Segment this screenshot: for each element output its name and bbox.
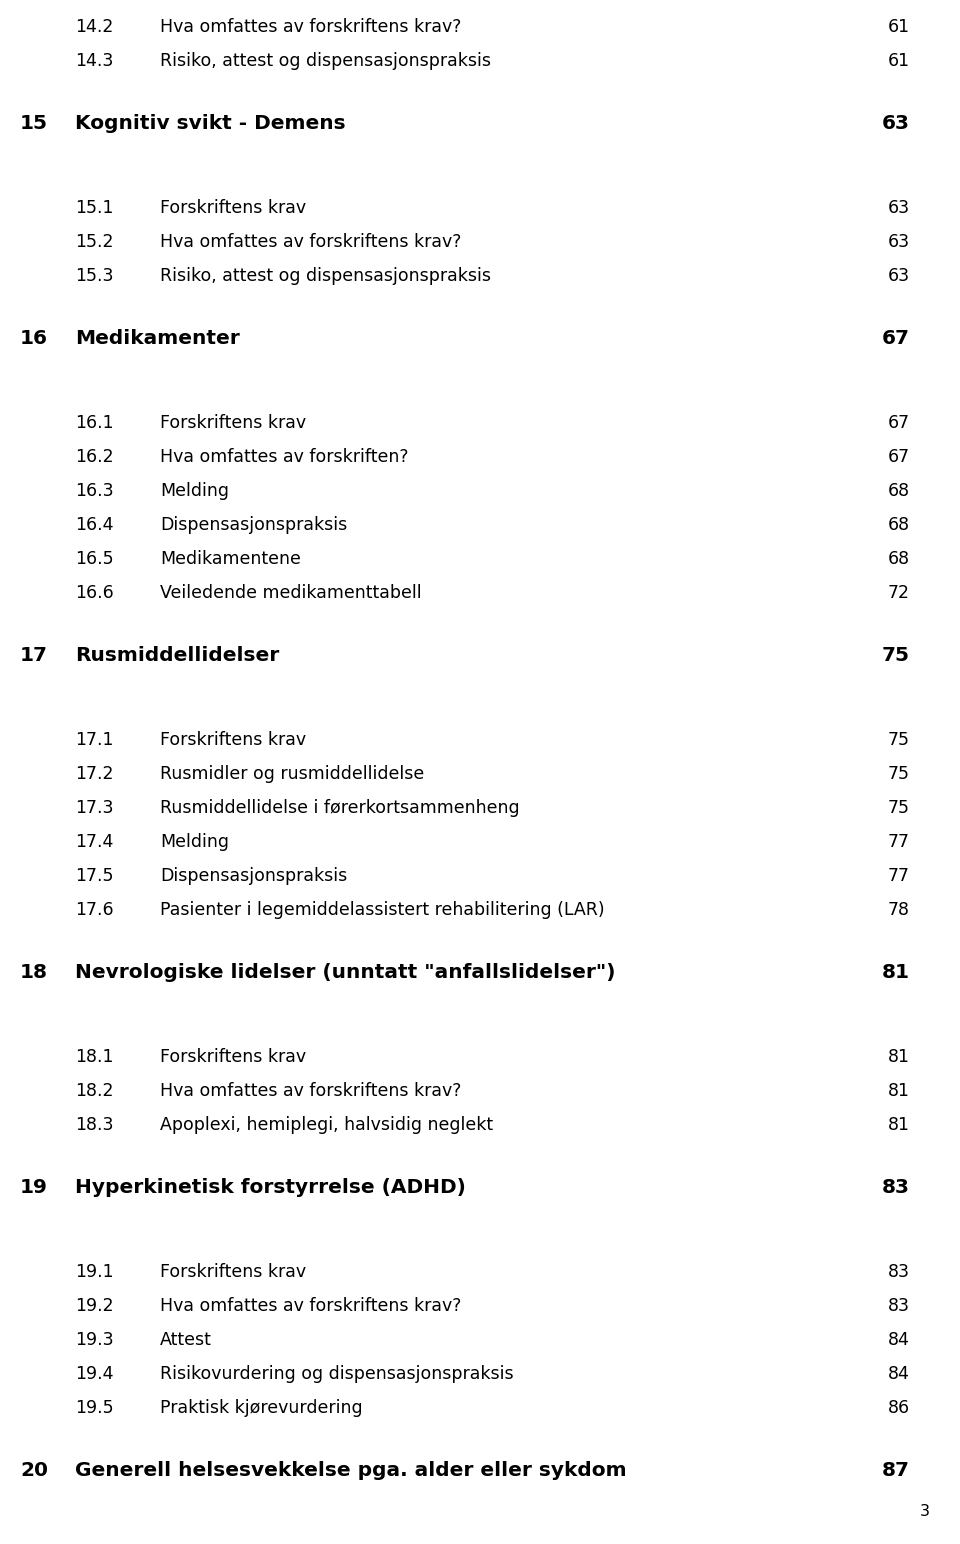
Text: Forskriftens krav: Forskriftens krav	[160, 1048, 306, 1065]
Text: 18.1: 18.1	[75, 1048, 113, 1065]
Text: 17.5: 17.5	[75, 868, 113, 885]
Text: 68: 68	[888, 516, 910, 534]
Text: 68: 68	[888, 550, 910, 568]
Text: 83: 83	[888, 1297, 910, 1315]
Text: 17.2: 17.2	[75, 764, 113, 783]
Text: Attest: Attest	[160, 1331, 212, 1349]
Text: Praktisk kjørevurdering: Praktisk kjørevurdering	[160, 1399, 363, 1417]
Text: 20: 20	[20, 1461, 48, 1481]
Text: Forskriftens krav: Forskriftens krav	[160, 199, 306, 218]
Text: Kognitiv svikt - Demens: Kognitiv svikt - Demens	[75, 114, 346, 133]
Text: Risikovurdering og dispensasjonspraksis: Risikovurdering og dispensasjonspraksis	[160, 1365, 514, 1383]
Text: Hva omfattes av forskriftens krav?: Hva omfattes av forskriftens krav?	[160, 19, 462, 36]
Text: Hyperkinetisk forstyrrelse (ADHD): Hyperkinetisk forstyrrelse (ADHD)	[75, 1178, 466, 1197]
Text: Medikamentene: Medikamentene	[160, 550, 300, 568]
Text: Rusmiddellidelser: Rusmiddellidelser	[75, 645, 279, 665]
Text: Dispensasjonspraksis: Dispensasjonspraksis	[160, 516, 348, 534]
Text: 84: 84	[888, 1365, 910, 1383]
Text: 83: 83	[882, 1178, 910, 1197]
Text: 19.3: 19.3	[75, 1331, 113, 1349]
Text: Rusmidler og rusmiddellidelse: Rusmidler og rusmiddellidelse	[160, 764, 424, 783]
Text: Forskriftens krav: Forskriftens krav	[160, 414, 306, 432]
Text: 77: 77	[888, 868, 910, 885]
Text: 17: 17	[20, 645, 48, 665]
Text: 81: 81	[888, 1048, 910, 1065]
Text: 67: 67	[888, 448, 910, 466]
Text: 14.3: 14.3	[75, 52, 113, 69]
Text: 84: 84	[888, 1331, 910, 1349]
Text: 75: 75	[888, 764, 910, 783]
Text: Medikamenter: Medikamenter	[75, 329, 240, 347]
Text: Forskriftens krav: Forskriftens krav	[160, 730, 306, 749]
Text: Nevrologiske lidelser (unntatt "anfallslidelser"): Nevrologiske lidelser (unntatt "anfallsl…	[75, 963, 615, 982]
Text: 16.5: 16.5	[75, 550, 113, 568]
Text: 72: 72	[888, 584, 910, 602]
Text: Dispensasjonspraksis: Dispensasjonspraksis	[160, 868, 348, 885]
Text: 61: 61	[888, 52, 910, 69]
Text: 15.1: 15.1	[75, 199, 113, 218]
Text: 61: 61	[888, 19, 910, 36]
Text: Apoplexi, hemiplegi, halvsidig neglekt: Apoplexi, hemiplegi, halvsidig neglekt	[160, 1116, 493, 1133]
Text: Rusmiddellidelse i førerkortsammenheng: Rusmiddellidelse i førerkortsammenheng	[160, 798, 519, 817]
Text: 17.1: 17.1	[75, 730, 113, 749]
Text: 19: 19	[20, 1178, 48, 1197]
Text: 68: 68	[888, 482, 910, 500]
Text: Generell helsesvekkelse pga. alder eller sykdom: Generell helsesvekkelse pga. alder eller…	[75, 1461, 627, 1481]
Text: 75: 75	[882, 645, 910, 665]
Text: 17.6: 17.6	[75, 902, 113, 919]
Text: 15.3: 15.3	[75, 267, 113, 286]
Text: Melding: Melding	[160, 482, 229, 500]
Text: 75: 75	[888, 798, 910, 817]
Text: 83: 83	[888, 1263, 910, 1282]
Text: Hva omfattes av forskriften?: Hva omfattes av forskriften?	[160, 448, 409, 466]
Text: Hva omfattes av forskriftens krav?: Hva omfattes av forskriftens krav?	[160, 1297, 462, 1315]
Text: 81: 81	[888, 1082, 910, 1099]
Text: 16.1: 16.1	[75, 414, 113, 432]
Text: 17.3: 17.3	[75, 798, 113, 817]
Text: 63: 63	[888, 199, 910, 218]
Text: 19.5: 19.5	[75, 1399, 113, 1417]
Text: Forskriftens krav: Forskriftens krav	[160, 1263, 306, 1282]
Text: 16.6: 16.6	[75, 584, 113, 602]
Text: 86: 86	[888, 1399, 910, 1417]
Text: 19.4: 19.4	[75, 1365, 113, 1383]
Text: 19.2: 19.2	[75, 1297, 113, 1315]
Text: Melding: Melding	[160, 834, 229, 851]
Text: Hva omfattes av forskriftens krav?: Hva omfattes av forskriftens krav?	[160, 1082, 462, 1099]
Text: 14.2: 14.2	[75, 19, 113, 36]
Text: 67: 67	[888, 414, 910, 432]
Text: Risiko, attest og dispensasjonspraksis: Risiko, attest og dispensasjonspraksis	[160, 52, 491, 69]
Text: 81: 81	[888, 1116, 910, 1133]
Text: Veiledende medikamenttabell: Veiledende medikamenttabell	[160, 584, 421, 602]
Text: Pasienter i legemiddelassistert rehabilitering (LAR): Pasienter i legemiddelassistert rehabili…	[160, 902, 605, 919]
Text: 18.3: 18.3	[75, 1116, 113, 1133]
Text: 16.3: 16.3	[75, 482, 113, 500]
Text: 63: 63	[888, 233, 910, 252]
Text: 63: 63	[888, 267, 910, 286]
Text: Hva omfattes av forskriftens krav?: Hva omfattes av forskriftens krav?	[160, 233, 462, 252]
Text: 67: 67	[882, 329, 910, 347]
Text: 78: 78	[888, 902, 910, 919]
Text: Risiko, attest og dispensasjonspraksis: Risiko, attest og dispensasjonspraksis	[160, 267, 491, 286]
Text: 15: 15	[20, 114, 48, 133]
Text: 16.2: 16.2	[75, 448, 113, 466]
Text: 16: 16	[20, 329, 48, 347]
Text: 81: 81	[882, 963, 910, 982]
Text: 18: 18	[20, 963, 48, 982]
Text: 16.4: 16.4	[75, 516, 113, 534]
Text: 19.1: 19.1	[75, 1263, 113, 1282]
Text: 3: 3	[920, 1504, 930, 1519]
Text: 77: 77	[888, 834, 910, 851]
Text: 18.2: 18.2	[75, 1082, 113, 1099]
Text: 15.2: 15.2	[75, 233, 113, 252]
Text: 87: 87	[882, 1461, 910, 1481]
Text: 75: 75	[888, 730, 910, 749]
Text: 63: 63	[882, 114, 910, 133]
Text: 17.4: 17.4	[75, 834, 113, 851]
